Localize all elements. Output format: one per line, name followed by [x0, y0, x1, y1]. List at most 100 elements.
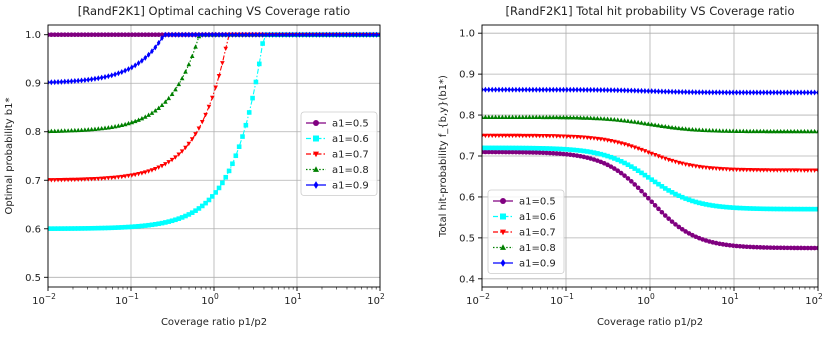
data-point [176, 31, 181, 38]
data-point [629, 118, 634, 124]
data-point [720, 242, 726, 247]
data-point [632, 119, 638, 124]
data-point [75, 127, 81, 133]
data-point [109, 72, 114, 79]
data-point [795, 128, 800, 134]
data-point [136, 172, 141, 177]
data-point [149, 110, 155, 115]
data-point [581, 148, 587, 154]
data-point [581, 115, 587, 120]
data-point [193, 31, 198, 38]
data-point [602, 87, 607, 94]
x-axis-label: Coverage ratio p1/p2 [161, 317, 267, 328]
data-point [122, 224, 128, 230]
data-point [99, 32, 104, 38]
data-point [622, 173, 627, 178]
data-point [280, 31, 285, 38]
data-point [260, 31, 265, 38]
data-point [734, 243, 739, 249]
data-point [493, 114, 498, 119]
data-point [554, 114, 559, 120]
data-point [106, 176, 111, 181]
data-point [344, 31, 349, 38]
x-tick-label: 10−1 [115, 292, 139, 307]
data-point [92, 126, 98, 131]
data-point [153, 166, 158, 172]
series-a1-0-7 [482, 133, 818, 173]
data-point [649, 88, 654, 95]
data-point [642, 192, 648, 197]
data-point [69, 32, 74, 38]
chart-title: [RandF2K1] Optimal caching VS Coverage r… [78, 4, 350, 18]
data-point [591, 115, 597, 121]
data-point [493, 133, 498, 139]
data-point [734, 89, 739, 96]
data-point [781, 245, 787, 251]
data-point [551, 86, 556, 93]
data-point [758, 128, 763, 134]
data-point [83, 77, 87, 84]
data-point [153, 108, 158, 113]
y-tick-label: 0.9 [459, 70, 475, 81]
data-point [119, 69, 124, 76]
data-point [700, 165, 705, 170]
data-point [59, 177, 64, 183]
data-point [160, 34, 164, 41]
data-point [592, 86, 596, 93]
data-point [176, 81, 182, 87]
data-point [584, 135, 590, 141]
data-point [747, 128, 753, 134]
data-point [615, 87, 620, 94]
y-tick-label: 0.5 [459, 233, 475, 244]
data-point [190, 31, 195, 38]
data-point [510, 145, 515, 151]
data-point [520, 133, 526, 139]
data-point [703, 165, 709, 171]
legend-marker [500, 213, 506, 220]
data-point [554, 134, 559, 139]
data-point [734, 128, 739, 133]
data-point [564, 114, 570, 120]
data-point [761, 245, 766, 250]
x-tick-label: 102 [367, 292, 385, 307]
data-point [196, 206, 202, 211]
data-point [200, 31, 205, 38]
data-point [764, 168, 770, 173]
data-point [311, 31, 315, 38]
data-point [554, 146, 559, 152]
data-point [567, 152, 573, 158]
data-point [159, 32, 165, 38]
data-point [517, 86, 522, 93]
data-point [112, 32, 118, 38]
data-point [683, 126, 688, 131]
data-point [663, 88, 668, 95]
data-point [537, 133, 542, 139]
data-point [500, 145, 505, 151]
legend-label: a1=0.9 [332, 181, 369, 192]
data-point [52, 178, 58, 183]
data-point [79, 127, 84, 132]
data-point [656, 154, 661, 159]
data-point [540, 146, 546, 151]
data-point [666, 216, 671, 221]
data-point [564, 152, 570, 157]
data-point [287, 31, 292, 38]
data-point [557, 114, 563, 120]
data-point [612, 87, 617, 94]
data-point [550, 114, 556, 120]
data-point [207, 31, 211, 38]
data-point [775, 89, 780, 96]
data-point [537, 114, 542, 120]
data-point [52, 128, 58, 133]
data-point [102, 125, 108, 130]
data-point [707, 202, 712, 208]
data-point [250, 31, 255, 38]
data-point [574, 153, 580, 158]
data-point [670, 88, 674, 95]
data-point [490, 86, 495, 93]
data-point [789, 89, 793, 96]
data-point [591, 136, 597, 141]
data-point [548, 86, 552, 93]
data-point [247, 31, 252, 38]
data-point [163, 162, 168, 167]
